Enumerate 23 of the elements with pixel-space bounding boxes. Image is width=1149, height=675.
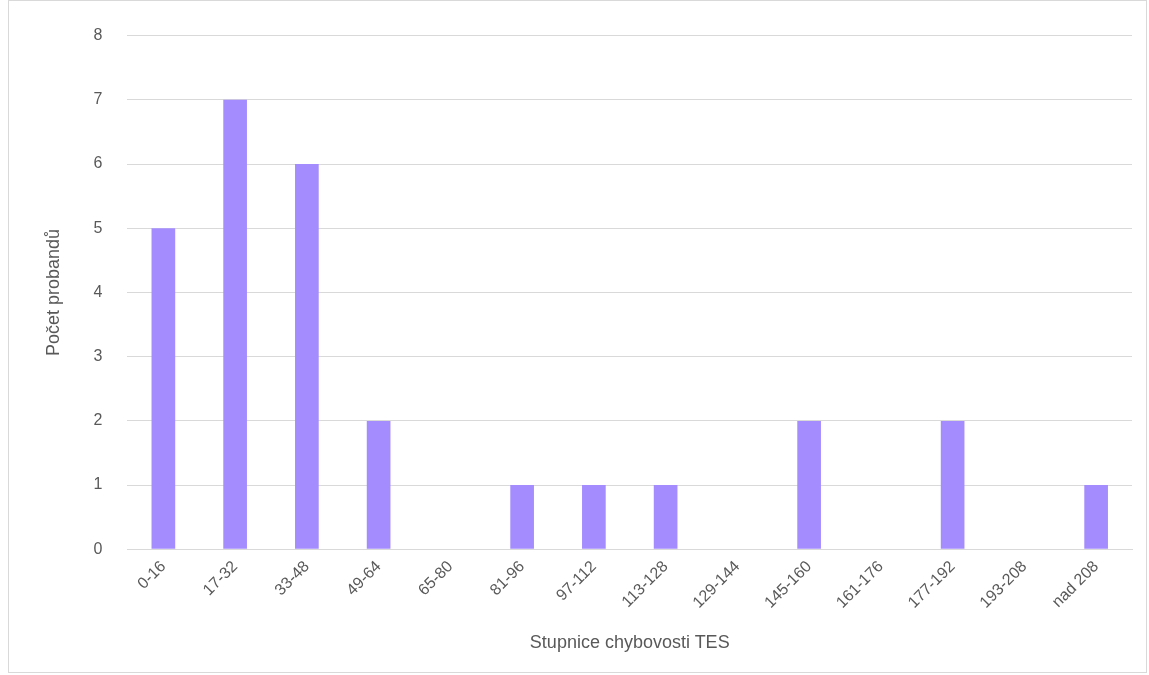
y-tick-label: 8 <box>93 26 103 44</box>
bar <box>295 164 319 549</box>
bar <box>366 420 391 549</box>
y-tick-label: 4 <box>93 282 103 300</box>
x-axis-title: Stupnice chybovosti TES <box>529 632 730 653</box>
y-axis-title: Počet probandů <box>42 228 63 357</box>
y-tick-label: 6 <box>93 154 103 172</box>
bar <box>151 228 176 549</box>
bar <box>582 485 606 549</box>
bar <box>653 485 678 549</box>
y-tick-label: 5 <box>93 218 103 236</box>
y-tick-label: 2 <box>93 411 103 429</box>
bar <box>940 420 965 549</box>
bar <box>223 99 247 549</box>
y-tick-label: 0 <box>93 539 103 557</box>
x-tick-label: 0-16 <box>133 557 169 592</box>
y-tick-label: 7 <box>93 90 103 108</box>
bar <box>1084 485 1108 549</box>
y-tick-label: 3 <box>93 347 103 365</box>
x-tick-label: nad 208 <box>1048 557 1102 611</box>
y-tick-label: 1 <box>93 475 103 493</box>
bar <box>510 485 534 549</box>
bar <box>797 420 821 549</box>
